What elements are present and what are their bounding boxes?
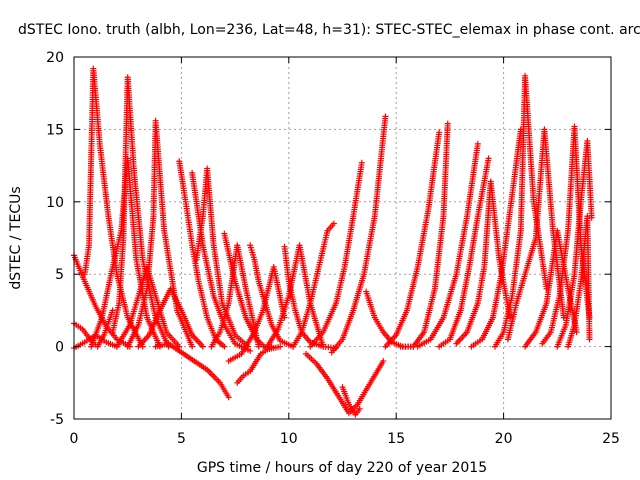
series-arc (135, 285, 206, 350)
series-arc (264, 242, 327, 350)
series-arc (307, 159, 365, 350)
series-arc (81, 65, 146, 350)
y-tick-label: 20 (46, 50, 64, 66)
grid-lines (74, 57, 611, 419)
y-tick-label: 0 (55, 340, 64, 356)
data-point (380, 358, 387, 365)
series-arc (88, 155, 163, 350)
data-point (221, 343, 228, 350)
data-point (485, 155, 492, 162)
y-tick-label: 10 (46, 195, 64, 211)
series-arc (234, 343, 275, 386)
series-arc (468, 126, 524, 350)
series-arc (221, 230, 284, 353)
x-tick-label: 5 (177, 431, 186, 447)
y-tick-label: 15 (46, 122, 64, 138)
series-arc (193, 165, 251, 350)
data-point (382, 113, 389, 120)
x-tick-label: 20 (495, 431, 513, 447)
data-point (330, 220, 337, 227)
series-arc (339, 384, 363, 418)
data-point (255, 343, 262, 350)
data-point (225, 394, 232, 401)
series-arc (453, 178, 514, 347)
x-axis-label: GPS time / hours of day 220 of year 2015 (197, 460, 487, 476)
x-tick-label: 25 (602, 431, 620, 447)
x-tick-label: 10 (280, 431, 298, 447)
data-point (277, 343, 284, 350)
x-tick-label: 0 (70, 431, 79, 447)
series-arc (109, 74, 172, 350)
y-tick-label: 5 (55, 267, 64, 283)
data-point (444, 120, 451, 127)
series-arc (328, 113, 389, 356)
data-point (247, 347, 254, 354)
data-point (358, 159, 365, 166)
data-point (474, 140, 481, 147)
chart-title: dSTEC Iono. truth (albh, Lon=236, Lat=48… (18, 22, 640, 38)
series-arc (397, 120, 451, 350)
series-arc (382, 129, 443, 350)
series-arc (290, 220, 337, 350)
series-arc (281, 243, 340, 352)
data-point (199, 343, 206, 350)
y-axis-label: dSTEC / TECUs (8, 186, 24, 289)
series-arc (436, 155, 492, 350)
data-point (507, 314, 514, 321)
data-series (71, 65, 595, 418)
data-point (356, 405, 363, 412)
data-point (189, 343, 196, 350)
x-tick-label: 15 (387, 431, 405, 447)
series-arc (152, 340, 232, 401)
y-tick-label: -5 (50, 412, 64, 428)
data-point (436, 129, 443, 136)
series-arc (414, 140, 481, 350)
series-arc (302, 350, 387, 417)
series-arc (124, 117, 196, 350)
series-arc (176, 158, 228, 350)
series-arc (492, 72, 550, 350)
